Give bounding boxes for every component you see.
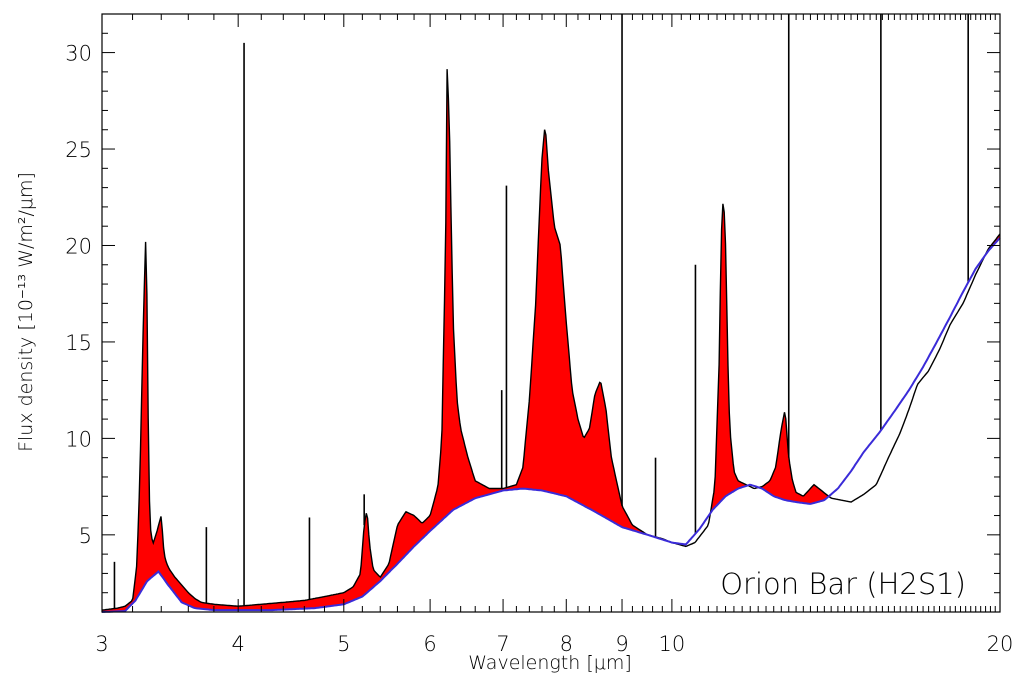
x-tick-label: 3 xyxy=(95,632,108,656)
y-tick-label: 30 xyxy=(65,42,92,66)
emission-fill xyxy=(102,69,1000,613)
spectrum-line xyxy=(101,69,1001,611)
continuum-line xyxy=(101,237,1001,613)
chart-annotation: Orion Bar (H2S1) xyxy=(720,567,966,601)
y-axis-title: Flux density [10⁻¹³ W/m²/μm] xyxy=(15,172,37,452)
x-tick-label: 5 xyxy=(337,632,350,656)
y-tick-label: 25 xyxy=(65,138,92,162)
x-tick-label: 7 xyxy=(496,632,509,656)
plot-area xyxy=(101,14,1001,613)
x-tick-label: 8 xyxy=(560,632,573,656)
y-tick-label: 10 xyxy=(65,427,92,451)
x-tick-label: 4 xyxy=(231,632,244,656)
x-tick-label: 6 xyxy=(423,632,436,656)
y-tick-label: 20 xyxy=(65,234,92,258)
x-axis-title: Wavelength [μm] xyxy=(468,652,632,674)
y-tick-label: 15 xyxy=(65,331,92,355)
y-tick-label: 5 xyxy=(79,524,92,548)
x-tick-label: 9 xyxy=(615,632,628,656)
axes: 3 4 5 6 7 8 9 10 20 5 10 15 20 25 30 xyxy=(65,13,1014,656)
plot-frame xyxy=(101,13,1001,613)
x-tick-label: 10 xyxy=(659,632,686,656)
x-tick-label: 20 xyxy=(987,632,1014,656)
